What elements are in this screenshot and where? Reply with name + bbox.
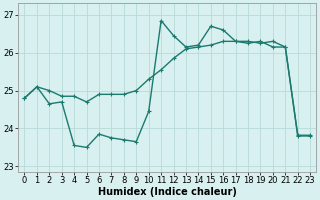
X-axis label: Humidex (Indice chaleur): Humidex (Indice chaleur) — [98, 187, 237, 197]
